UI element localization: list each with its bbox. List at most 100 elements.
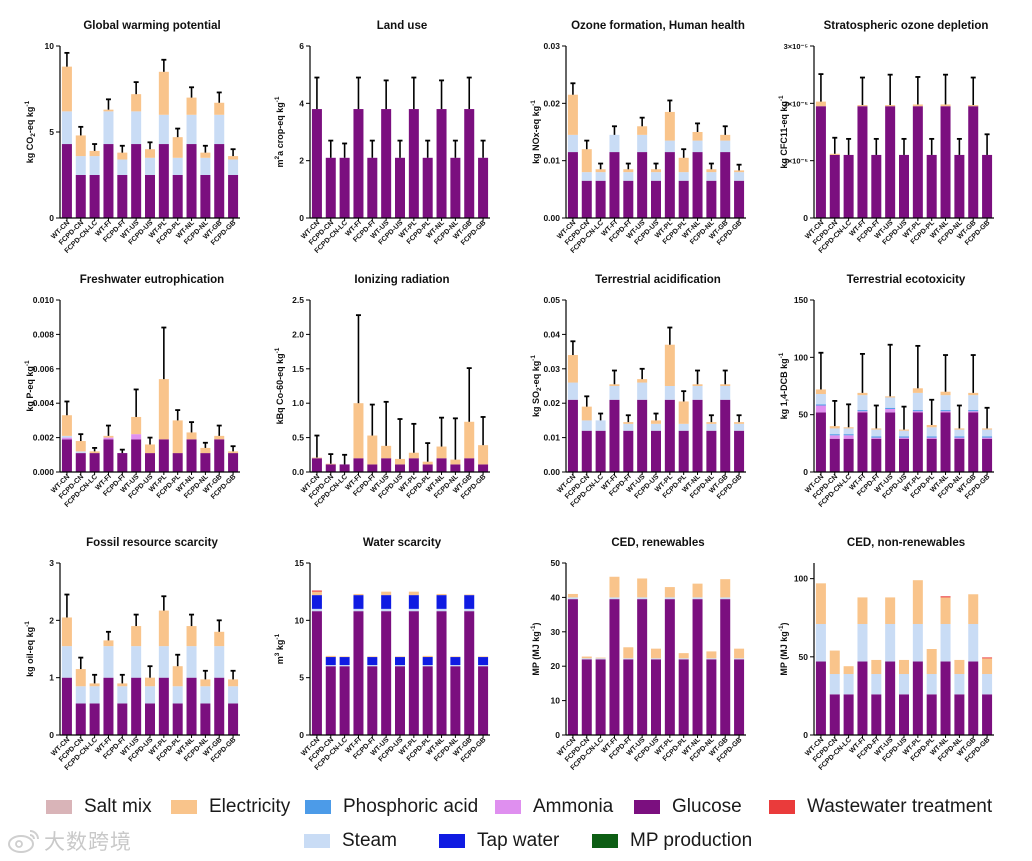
y-tick-label: 15 [295, 558, 305, 568]
legend-item-tap-water: Tap water [439, 829, 559, 853]
ylabel-part: kg 1,4-DCB kg [779, 358, 789, 419]
bar-segment-glucose [117, 453, 128, 472]
y-tick-label: 0.02 [543, 98, 560, 108]
bar-segment-steam [117, 159, 128, 175]
bar-segment-electricity [637, 126, 648, 135]
bar-segment-electricity [353, 593, 364, 596]
bar-segment-electricity [692, 384, 703, 386]
bar-segment-steam [734, 658, 745, 660]
bar-segment-electricity [815, 583, 826, 624]
y-tick-label: 40 [551, 592, 561, 602]
bar-segment-glucose [131, 439, 142, 472]
ylabel-part: -1 [778, 95, 785, 101]
bar-segment-tapwater [408, 595, 419, 609]
bar-segment-electricity [664, 111, 675, 141]
bar-segment-glucose [815, 412, 826, 472]
y-tick-label: 1 [49, 673, 54, 683]
bar-segment-glucose [200, 175, 211, 218]
bar-segment-electricity [436, 446, 447, 459]
bar-segment-glucose [899, 154, 909, 218]
bar-segment-ammonia [857, 411, 868, 413]
bar-segment-phosphoric [857, 410, 868, 412]
chart-panel: Ozone formation, Human health kg NOx-eq k… [530, 20, 746, 255]
bar-segment-glucose [367, 157, 378, 218]
bar-segment-electricity [75, 135, 86, 157]
ylabel-part: ) [779, 622, 789, 625]
bar-segment-steam [899, 674, 909, 695]
y-tick-label: 50 [551, 558, 561, 568]
legend-item-mp-production: MP production [592, 829, 752, 853]
y-tick-label: 0.004 [33, 398, 55, 408]
y-tick-label: 5 [299, 673, 304, 683]
ylabel-part: 2 [274, 155, 281, 159]
bar-segment-glucose [885, 106, 896, 218]
bar-segment-electricity [720, 384, 731, 386]
bar-segment-phosphoric [954, 436, 965, 438]
bar-segment-steam [381, 608, 392, 612]
y-axis-label: kg oil-eq kg-1 [24, 621, 35, 677]
ylabel-part: -1 [274, 347, 281, 353]
bar-segment-steam [581, 420, 592, 431]
ylabel-part: kg [275, 640, 285, 653]
bar-segment-steam [75, 686, 86, 704]
bar-segment-glucose [651, 659, 661, 735]
bar-segment-steam [623, 172, 634, 181]
chart-title: Water scarcity [363, 537, 442, 549]
bar-segment-glucose [609, 152, 620, 218]
bar-segment-electricity [408, 591, 419, 596]
bar-segment-glucose [117, 703, 128, 735]
bar-segment-electricity [75, 441, 86, 452]
bar-segment-electricity [940, 597, 951, 624]
bar-segment-glucose [339, 666, 350, 735]
bar-segment-electricity [734, 648, 745, 659]
bar-segment-steam [829, 674, 840, 695]
bar-segment-electricity [228, 679, 239, 687]
y-tick-label: 0.01 [543, 156, 560, 166]
bar-segment-electricity [595, 657, 606, 659]
y-tick-label: 0.0 [292, 467, 304, 477]
bar-segment-electricity [450, 656, 461, 658]
bar-segment-steam [734, 423, 745, 431]
ylabel-part: m [275, 159, 285, 167]
bar-segment-electricity [228, 156, 239, 160]
bar-segment-phosphoric [912, 410, 923, 412]
bar-segment-phosphoric [843, 434, 854, 436]
bar-segment-steam [478, 665, 489, 667]
bar-segment-steam [89, 156, 100, 175]
bar-segment-electricity [131, 626, 142, 647]
bar-segment-steam [609, 386, 620, 400]
ylabel-part: MP (MJ kg [531, 631, 541, 675]
bar-segment-steam [172, 686, 183, 704]
legend-swatch-wastewater-treatment [769, 800, 795, 814]
bar-segment-electricity [899, 659, 909, 675]
bar-segment-glucose [567, 152, 578, 218]
bar-segment-electricity [61, 66, 72, 112]
ylabel-part: -1 [24, 621, 31, 627]
bar-segment-glucose [311, 109, 322, 218]
bar-segment-electricity [678, 653, 689, 659]
bar-segment-electricity [567, 355, 578, 383]
legend-label-mp-production: MP production [630, 830, 753, 851]
chart-panel: Stratospheric ozone depletion kg CFC11-eq… [778, 20, 994, 255]
bar-segment-glucose [637, 152, 648, 218]
y-tick-label: 2×10⁻⁵ [784, 99, 809, 108]
bar-segment-electricity [422, 655, 433, 658]
bar-segment-wastewater [940, 596, 951, 598]
bar-segment-electricity [954, 428, 965, 430]
bar-segment-glucose [131, 677, 142, 735]
bar-segment-steam [706, 423, 717, 431]
y-tick-label: 0 [555, 730, 560, 740]
ylabel-part: -eq kg [25, 107, 35, 134]
bar-segment-electricity [464, 594, 475, 596]
bar-segment-tapwater [450, 657, 461, 666]
y-tick-label: 30 [551, 627, 561, 637]
bar-segment-glucose [89, 175, 100, 218]
bar-segment-electricity [567, 593, 578, 598]
bar-segment-glucose [706, 659, 717, 735]
bar-segment-glucose [857, 661, 868, 735]
y-tick-label: 0.002 [33, 433, 55, 443]
bar-segment-electricity [706, 169, 717, 173]
legend-swatch-tap-water [439, 834, 465, 848]
legend-item-phosphoric-acid: Phosphoric acid [305, 795, 478, 819]
